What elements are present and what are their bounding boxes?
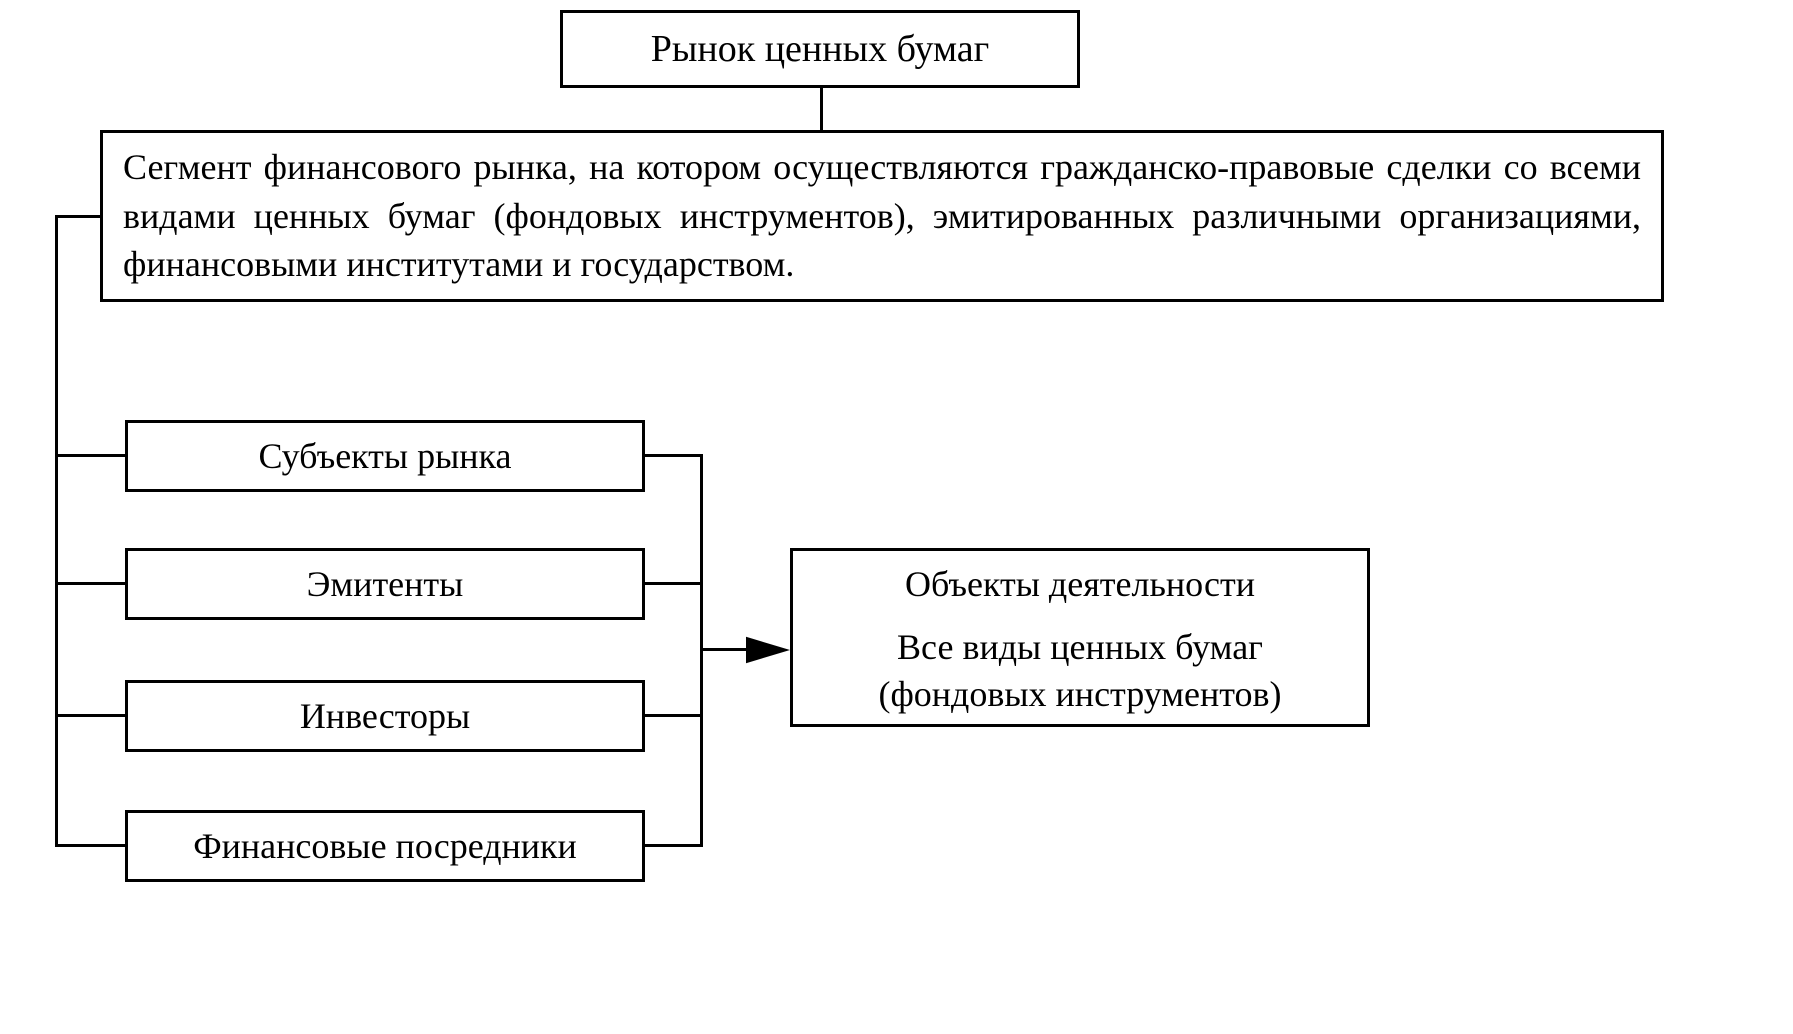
definition-text: Сегмент финансового рынка, на котором ос… [123, 143, 1641, 289]
connector-left-branch-0 [55, 454, 125, 457]
connector-right-branch-0 [645, 454, 703, 457]
connector-right-branch-3 [645, 844, 703, 847]
subject-label: Субъекты рынка [259, 435, 512, 477]
diagram-canvas: Рынок ценных бумаг Сегмент финансового р… [0, 0, 1793, 1034]
subject-label: Инвесторы [300, 695, 470, 737]
subject-box-0: Субъекты рынка [125, 420, 645, 492]
connector-left-to-def [55, 215, 100, 218]
subject-box-1: Эмитенты [125, 548, 645, 620]
definition-box: Сегмент финансового рынка, на котором ос… [100, 130, 1664, 302]
connector-left-branch-1 [55, 582, 125, 585]
subject-label: Эмитенты [307, 563, 464, 605]
connector-right-branch-2 [645, 714, 703, 717]
connector-left-trunk [55, 215, 58, 846]
connector-left-branch-2 [55, 714, 125, 717]
subject-label: Финансовые посредники [193, 825, 577, 867]
objects-body-text: Все виды ценных бумаг (фондовых инструме… [813, 624, 1347, 718]
connector-left-branch-3 [55, 844, 125, 847]
title-text: Рынок ценных бумаг [651, 27, 990, 71]
objects-header-text: Объекты деятельности [905, 563, 1255, 605]
connector-right-branch-1 [645, 582, 703, 585]
objects-header-box: Объекты деятельности [790, 548, 1370, 620]
connector-title-to-def [820, 88, 823, 130]
arrow-head-icon [746, 628, 790, 672]
title-box: Рынок ценных бумаг [560, 10, 1080, 88]
objects-body-box: Все виды ценных бумаг (фондовых инструме… [790, 617, 1370, 727]
subject-box-2: Инвесторы [125, 680, 645, 752]
subject-box-3: Финансовые посредники [125, 810, 645, 882]
